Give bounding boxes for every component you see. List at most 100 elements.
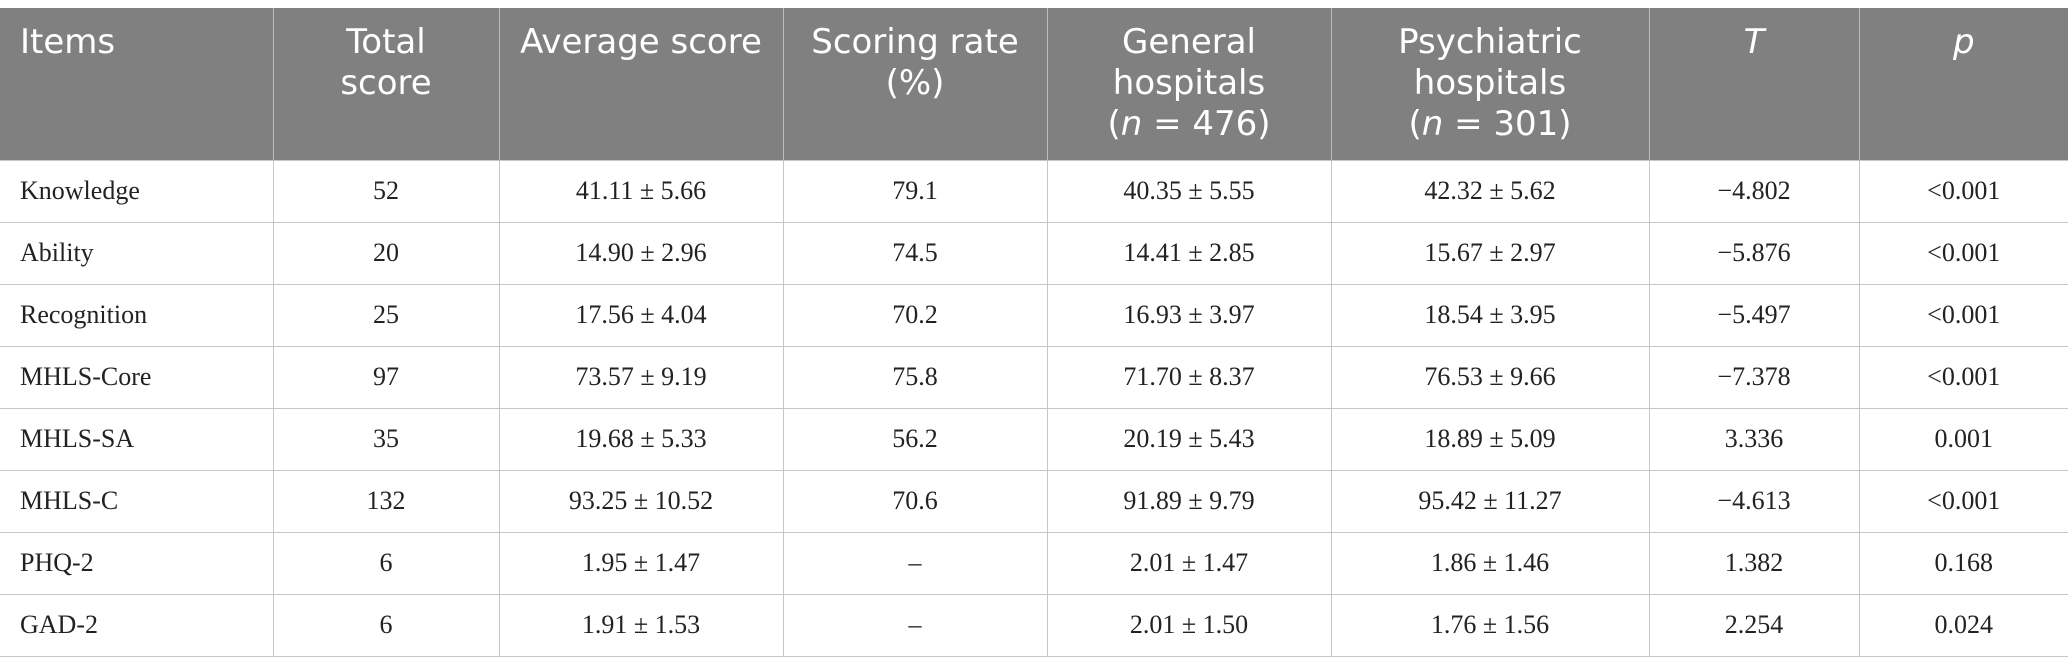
results-table: Items Total score Average score Scoring rate…: [0, 8, 2068, 657]
cell-average-score: 19.68 ± 5.33: [498, 407, 784, 471]
cell-p: 0.168: [1858, 531, 2068, 595]
cell-psychiatric-hospitals: 95.42 ± 11.27: [1330, 469, 1650, 533]
cell-psychiatric-hospitals: 15.67 ± 2.97: [1330, 221, 1650, 285]
cell-items: MHLS-C: [0, 469, 274, 533]
cell-general-hospitals: 2.01 ± 1.50: [1046, 593, 1332, 657]
cell-p: <0.001: [1858, 283, 2068, 347]
cell-scoring-rate: 70.2: [782, 283, 1048, 347]
cell-total-score: 6: [272, 531, 500, 595]
cell-scoring-rate: 79.1: [782, 159, 1048, 223]
cell-total-score: 25: [272, 283, 500, 347]
table-header: Items Total score Average score Scoring rate…: [0, 8, 2068, 160]
cell-total-score: 35: [272, 407, 500, 471]
column-header-general-hospitals: General hospitals (n = 476): [1046, 8, 1332, 160]
cell-total-score: 20: [272, 221, 500, 285]
table-row: Knowledge 52 41.11 ± 5.66 79.1 40.35 ± 5.55 4…: [0, 159, 2068, 223]
cell-psychiatric-hospitals: 18.89 ± 5.09: [1330, 407, 1650, 471]
sample-size-open: (: [1408, 104, 1422, 144]
cell-items: MHLS-SA: [0, 407, 274, 471]
sample-size-variable: n: [1421, 104, 1444, 144]
column-header-p: p: [1858, 8, 2068, 160]
cell-general-hospitals: 16.93 ± 3.97: [1046, 283, 1332, 347]
sample-size-value: = 476): [1142, 104, 1271, 144]
header-line: Psychiatric: [1398, 22, 1582, 62]
table-row: MHLS-C 132 93.25 ± 10.52 70.6 91.89 ± 9.79 95…: [0, 469, 2068, 533]
table-row: MHLS-SA 35 19.68 ± 5.33 56.2 20.19 ± 5.43 18.…: [0, 407, 2068, 471]
cell-t: 1.382: [1648, 531, 1860, 595]
cell-t: −4.613: [1648, 469, 1860, 533]
sample-size-open: (: [1107, 104, 1121, 144]
cell-p: <0.001: [1858, 345, 2068, 409]
header-sample-size: (n = 476): [1060, 104, 1319, 145]
header-line: p: [1952, 22, 1975, 62]
cell-p: <0.001: [1858, 469, 2068, 533]
cell-psychiatric-hospitals: 18.54 ± 3.95: [1330, 283, 1650, 347]
column-header-t: T: [1648, 8, 1860, 160]
cell-psychiatric-hospitals: 1.76 ± 1.56: [1330, 593, 1650, 657]
cell-average-score: 1.95 ± 1.47: [498, 531, 784, 595]
table-row: PHQ-2 6 1.95 ± 1.47–2.01 ± 1.47 1.86 ± 1.46…: [0, 531, 2068, 595]
cell-general-hospitals: 40.35 ± 5.55: [1046, 159, 1332, 223]
header-line: score: [340, 63, 432, 103]
cell-p: <0.001: [1858, 221, 2068, 285]
header-sample-size: (n = 301): [1344, 104, 1637, 145]
table-row: MHLS-Core 97 73.57 ± 9.19 75.8 71.70 ± 8.37 7…: [0, 345, 2068, 409]
cell-total-score: 6: [272, 593, 500, 657]
column-header-scoring-rate: Scoring rate (%): [782, 8, 1048, 160]
cell-items: GAD-2: [0, 593, 274, 657]
cell-average-score: 14.90 ± 2.96: [498, 221, 784, 285]
header-line: General: [1122, 22, 1256, 62]
cell-t: 3.336: [1648, 407, 1860, 471]
cell-p: <0.001: [1858, 159, 2068, 223]
cell-general-hospitals: 14.41 ± 2.85: [1046, 221, 1332, 285]
cell-general-hospitals: 91.89 ± 9.79: [1046, 469, 1332, 533]
cell-average-score: 41.11 ± 5.66: [498, 159, 784, 223]
column-header-items: Items: [0, 8, 274, 160]
cell-t: −7.378: [1648, 345, 1860, 409]
cell-scoring-rate: 70.6: [782, 469, 1048, 533]
cell-items: MHLS-Core: [0, 345, 274, 409]
cell-average-score: 93.25 ± 10.52: [498, 469, 784, 533]
cell-general-hospitals: 20.19 ± 5.43: [1046, 407, 1332, 471]
table-body: Knowledge 52 41.11 ± 5.66 79.1 40.35 ± 5.55 4…: [0, 159, 2068, 657]
cell-psychiatric-hospitals: 42.32 ± 5.62: [1330, 159, 1650, 223]
cell-scoring-rate: 74.5: [782, 221, 1048, 285]
cell-total-score: 97: [272, 345, 500, 409]
cell-items: PHQ-2: [0, 531, 274, 595]
cell-t: 2.254: [1648, 593, 1860, 657]
cell-t: −4.802: [1648, 159, 1860, 223]
cell-psychiatric-hospitals: 76.53 ± 9.66: [1330, 345, 1650, 409]
cell-general-hospitals: 71.70 ± 8.37: [1046, 345, 1332, 409]
cell-general-hospitals: 2.01 ± 1.47: [1046, 531, 1332, 595]
cell-scoring-rate: –: [782, 531, 1048, 595]
table-row: Recognition 25 17.56 ± 4.04 70.2 16.93 ± 3.9…: [0, 283, 2068, 347]
cell-t: −5.876: [1648, 221, 1860, 285]
sample-size-value: = 301): [1443, 104, 1572, 144]
cell-scoring-rate: 75.8: [782, 345, 1048, 409]
cell-items: Knowledge: [0, 159, 274, 223]
header-line: hospitals: [1413, 63, 1567, 103]
cell-total-score: 132: [272, 469, 500, 533]
sample-size-variable: n: [1120, 104, 1143, 144]
cell-items: Ability: [0, 221, 274, 285]
cell-scoring-rate: 56.2: [782, 407, 1048, 471]
column-header-psychiatric-hospitals: Psychiatric hospitals (n = 301): [1330, 8, 1650, 160]
header-line: Scoring rate: [811, 22, 1019, 62]
cell-scoring-rate: –: [782, 593, 1048, 657]
cell-total-score: 52: [272, 159, 500, 223]
column-header-average-score: Average score: [498, 8, 784, 160]
cell-t: −5.497: [1648, 283, 1860, 347]
cell-average-score: 1.91 ± 1.53: [498, 593, 784, 657]
table-row: GAD-2 6 1.91 ± 1.53–2.01 ± 1.50 1.76 ± 1.56…: [0, 593, 2068, 657]
cell-psychiatric-hospitals: 1.86 ± 1.46: [1330, 531, 1650, 595]
header-line: (%): [885, 63, 945, 103]
header-line: Total: [346, 22, 426, 62]
table-row: Ability 20 14.90 ± 2.96 74.5 14.41 ± 2.85 15.…: [0, 221, 2068, 285]
header-line: hospitals: [1112, 63, 1266, 103]
cell-average-score: 17.56 ± 4.04: [498, 283, 784, 347]
header-line: T: [1743, 22, 1765, 62]
cell-p: 0.001: [1858, 407, 2068, 471]
cell-p: 0.024: [1858, 593, 2068, 657]
cell-average-score: 73.57 ± 9.19: [498, 345, 784, 409]
header-line: Average score: [520, 22, 762, 62]
